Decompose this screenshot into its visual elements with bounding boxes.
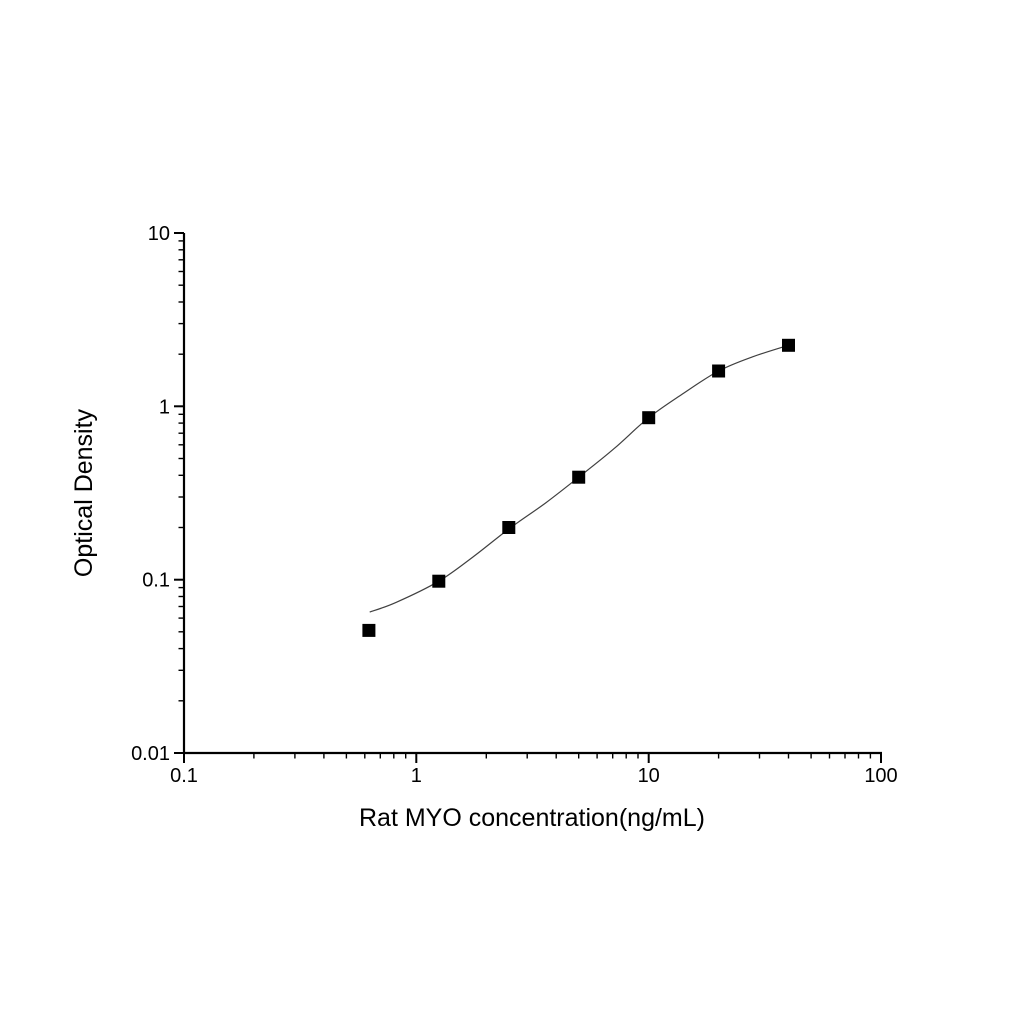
x-tick-label: 0.1: [170, 765, 198, 787]
y-tick-label: 0.1: [142, 570, 170, 592]
x-tick-label: 10: [638, 765, 660, 787]
data-point-marker: [712, 364, 726, 378]
data-point-marker: [572, 470, 586, 484]
data-point-marker: [502, 521, 516, 534]
data-point-marker: [362, 623, 376, 637]
x-tick-label: 1: [411, 765, 422, 787]
y-tick-label: 10: [148, 223, 170, 245]
y-tick-label: 1: [159, 396, 170, 418]
data-point-marker: [642, 411, 656, 425]
x-tick-label: 100: [864, 765, 897, 787]
y-axis-title: Optical Density: [70, 408, 98, 577]
x-axis-title: Rat MYO concentration(ng/mL): [359, 804, 705, 832]
y-tick-label: 0.01: [131, 743, 170, 765]
data-point-marker: [432, 574, 446, 588]
data-point-marker: [782, 338, 795, 352]
